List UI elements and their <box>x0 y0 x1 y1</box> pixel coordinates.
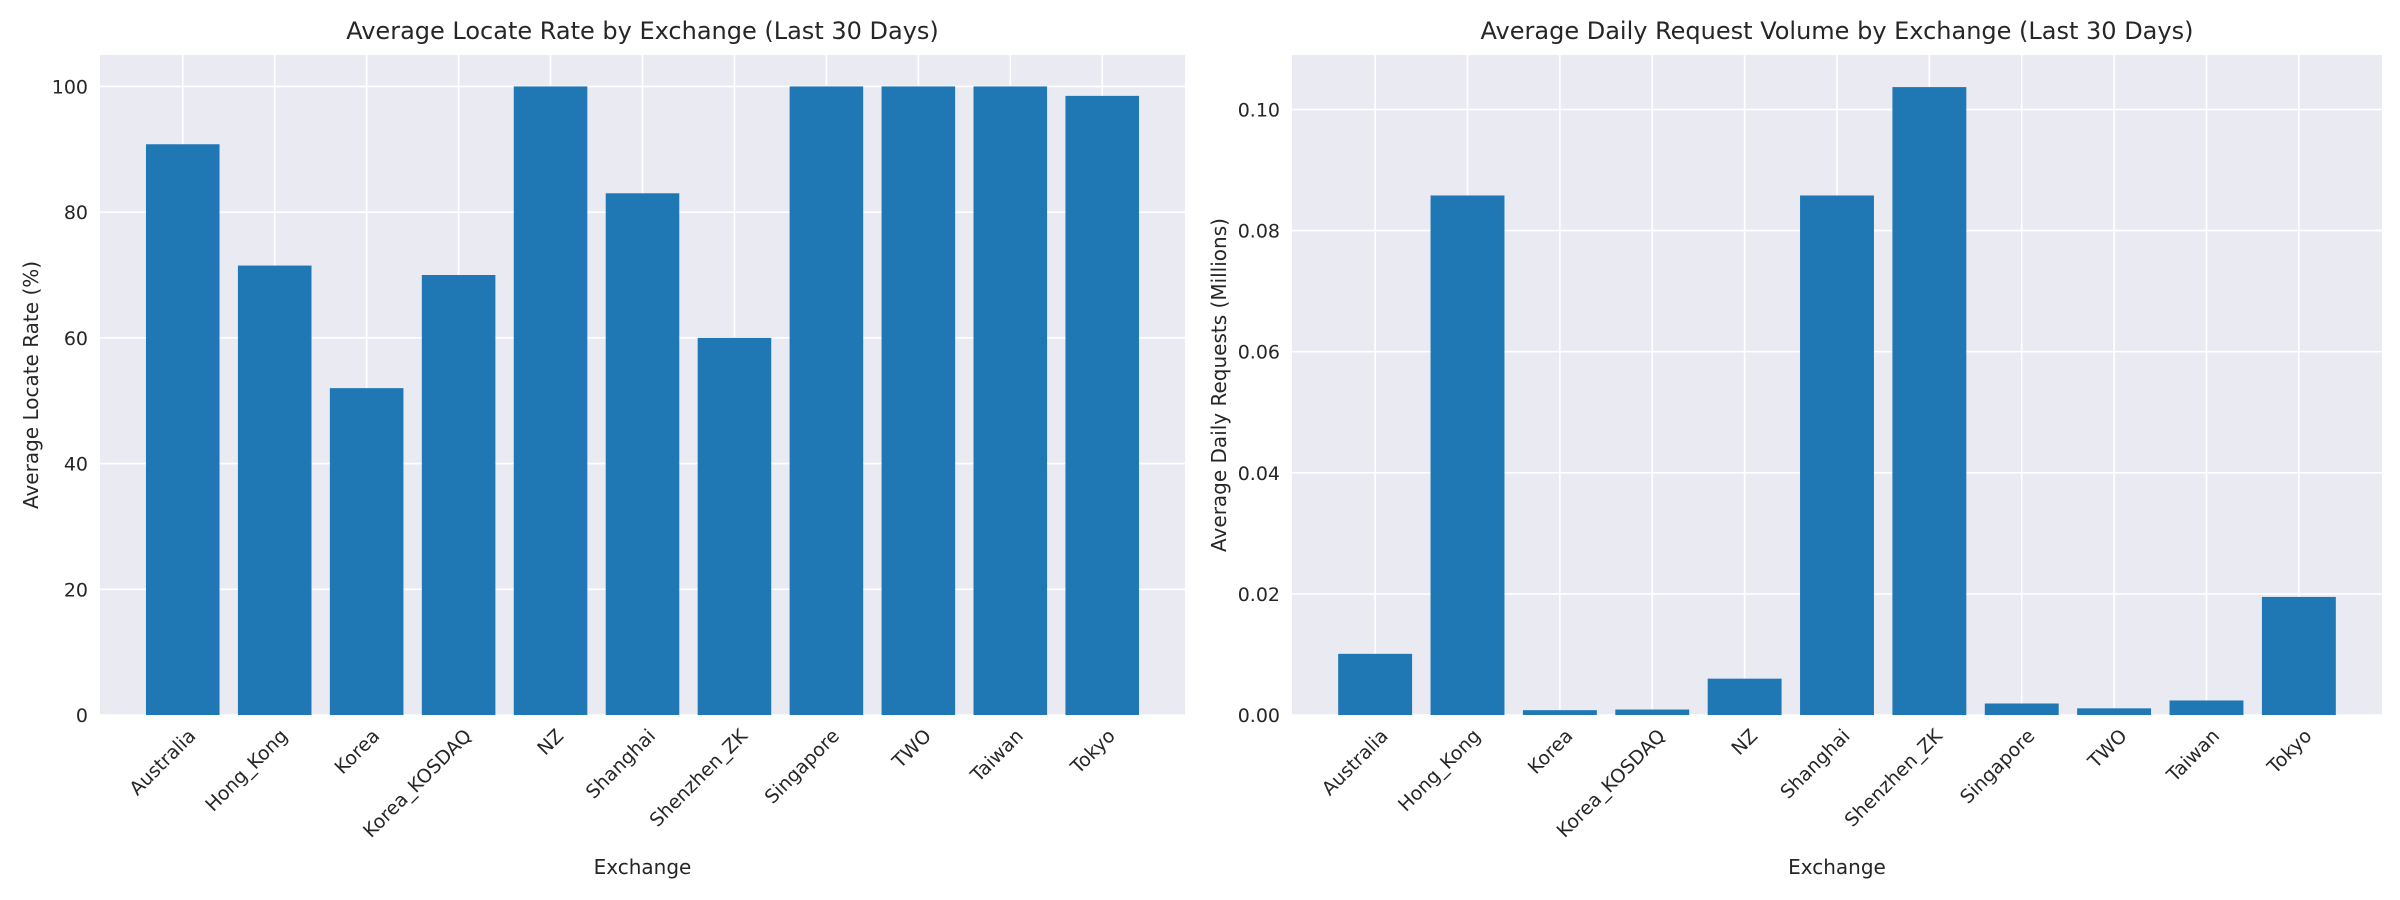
x-tick-label: Shenzhen_ZK <box>1840 725 1947 832</box>
y-tick-label: 100 <box>52 76 88 98</box>
bar-hong-kong <box>237 265 312 715</box>
y-tick-label: 80 <box>64 202 88 224</box>
bar-australia <box>1338 653 1413 715</box>
bar-australia <box>145 144 220 715</box>
x-tick-label: Hong_Kong <box>1394 725 1485 816</box>
bar-tokyo <box>1065 95 1140 716</box>
y-tick-label: 0.10 <box>1238 99 1280 121</box>
bar-korea-kosdaq <box>421 275 496 715</box>
bar-hong-kong <box>1430 195 1505 716</box>
bar-taiwan <box>2169 700 2244 715</box>
y-axis-label: Average Daily Requests (Millions) <box>1207 218 1231 552</box>
y-tick-label: 60 <box>64 328 88 350</box>
x-tick-label: Shenzhen_ZK <box>646 725 753 832</box>
bar-two <box>2077 708 2152 715</box>
bar-two <box>881 86 956 715</box>
x-tick-label: Australia <box>1318 725 1393 800</box>
chart-title: Average Locate Rate by Exchange (Last 30… <box>346 17 939 45</box>
bar-shanghai <box>605 193 680 716</box>
x-tick-label: Shanghai <box>1776 725 1854 803</box>
chart-panel-2: 0.00 0.02 0.04 0.06 0.08 0.10 Australia Hong_Ko… <box>1207 17 2382 879</box>
x-tick-label: NZ <box>1727 725 1762 760</box>
x-tick-label: TWO <box>888 725 936 773</box>
y-tick-label: 0 <box>76 705 88 727</box>
bar-shenzhen-zk <box>1892 87 1967 716</box>
bar-nz <box>1707 678 1782 715</box>
x-tick-label: Taiwan <box>2162 725 2224 787</box>
bar-singapore <box>1984 703 2059 715</box>
x-tick-label: TWO <box>2083 725 2131 773</box>
x-tick-label: Hong_Kong <box>201 725 292 816</box>
bar-tokyo <box>2261 596 2336 715</box>
x-tick-label: Tokyo <box>2263 725 2317 779</box>
x-tick-label: Korea <box>331 725 385 779</box>
x-axis-label: Exchange <box>1788 855 1886 879</box>
bar-korea <box>1522 710 1597 715</box>
y-axis-label: Average Locate Rate (%) <box>19 261 43 509</box>
bar-singapore <box>789 86 864 715</box>
y-tick-label: 0.06 <box>1238 342 1280 364</box>
x-tick-label: Singapore <box>761 725 844 808</box>
y-tick-label: 0.04 <box>1238 463 1280 485</box>
x-tick-label: Singapore <box>1956 725 2039 808</box>
y-tick-label: 40 <box>64 454 88 476</box>
x-axis-label: Exchange <box>594 855 692 879</box>
y-tick-label: 0.02 <box>1238 584 1280 606</box>
y-tick-label: 20 <box>64 579 88 601</box>
x-tick-label: Australia <box>125 725 200 800</box>
bar-shenzhen-zk <box>697 337 772 715</box>
x-tick-label: Taiwan <box>966 725 1028 787</box>
x-tick-label: NZ <box>533 725 568 760</box>
x-tick-label: Shanghai <box>582 725 660 803</box>
y-tick-label: 0.00 <box>1238 705 1280 727</box>
bar-shanghai <box>1800 195 1874 716</box>
y-tick-label: 0.08 <box>1238 221 1280 243</box>
x-tick-label: Tokyo <box>1066 725 1120 779</box>
chart-title: Average Daily Request Volume by Exchange… <box>1481 17 2194 45</box>
bar-korea <box>329 388 404 715</box>
bar-korea-kosdaq <box>1615 709 1690 715</box>
bar-taiwan <box>973 86 1048 715</box>
x-tick-label: Korea <box>1524 725 1578 779</box>
bar-nz <box>513 86 588 715</box>
